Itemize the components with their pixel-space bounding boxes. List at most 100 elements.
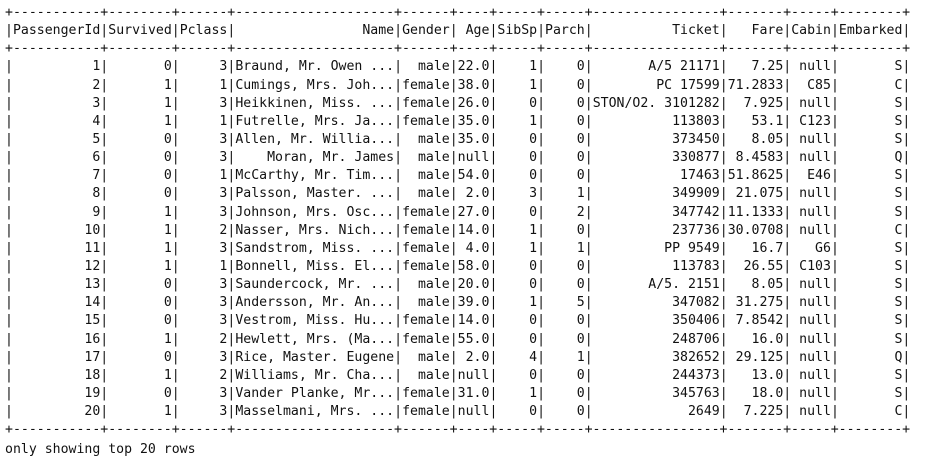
column-divider: | [449,23,458,39]
table-cell: 330877 [592,150,720,166]
table-cell: 71.2833 [727,77,784,93]
column-divider: | [171,385,180,401]
table-cell: 1 [179,77,228,93]
column-divider: | [537,240,546,256]
column-divider: | [100,222,109,238]
table-cell: 18.0 [727,385,784,401]
table-row: | 7| 0| 1|McCarthy, Mr. Tim...| male|54.… [5,167,932,185]
table-cell: 4 [12,113,101,129]
column-divider: | [830,113,839,129]
table-cell: 5 [545,295,585,311]
table-cell: 35.0 [457,113,490,129]
table-cell: Nasser, Mrs. Nich... [235,222,395,238]
table-cell: 1 [108,113,172,129]
column-divider: | [5,367,13,383]
column-divider: | [227,258,236,274]
table-cell: 35.0 [457,131,490,147]
table-cell: female [402,113,450,129]
column-divider: | [489,331,498,347]
table-cell: 3 [179,313,228,329]
column-divider: | [227,331,236,347]
column-divider: | [449,168,458,184]
column-divider: | [227,186,236,202]
column-divider: | [902,131,911,147]
table-cell: 26.55 [727,258,784,274]
table-cell: 2 [179,331,228,347]
table-row: | 11| 1| 3|Sandstrom, Miss. ...|female| … [5,240,932,258]
column-divider: | [5,168,13,184]
table-row: | 3| 1| 3|Heikkinen, Miss. ...|female|26… [5,95,932,113]
header-cell: SibSp [497,23,538,39]
table-cell: S [838,168,903,184]
column-divider: | [394,385,403,401]
column-divider: | [5,113,13,129]
column-divider: | [584,367,593,383]
column-divider: | [227,131,236,147]
table-cell: null [791,222,831,238]
table-cell: 382652 [592,349,720,365]
column-divider: | [902,150,911,166]
table-cell: Allen, Mr. Willia... [235,131,395,147]
table-cell: 244373 [592,367,720,383]
table-row: | 12| 1| 1|Bonnell, Miss. El...|female|5… [5,258,932,276]
table-row: | 5| 0| 3|Allen, Mr. Willia...| male|35.… [5,131,932,149]
column-divider: | [537,23,546,39]
column-divider: | [783,150,792,166]
column-divider: | [100,404,109,420]
table-cell: 7.25 [727,59,784,75]
column-divider: | [394,331,403,347]
column-divider: | [5,95,13,111]
column-divider: | [449,204,458,220]
table-cell: S [838,295,903,311]
column-divider: | [171,258,180,274]
column-divider: | [5,295,13,311]
column-divider: | [783,77,792,93]
table-cell: 237736 [592,222,720,238]
table-cell: 1 [108,404,172,420]
table-row: | 4| 1| 1|Futrelle, Mrs. Ja...|female|35… [5,113,932,131]
column-divider: | [227,77,236,93]
table-cell: 0 [108,186,172,202]
column-divider: | [489,313,498,329]
table-cell: 11 [12,240,101,256]
column-divider: | [449,385,458,401]
table-cell: null [791,404,831,420]
header-cell: Gender [402,23,450,39]
column-divider: | [489,204,498,220]
column-divider: | [489,222,498,238]
column-divider: | [719,404,728,420]
table-cell: female [402,313,450,329]
column-divider: | [902,77,911,93]
column-divider: | [394,349,403,365]
column-divider: | [394,113,403,129]
column-divider: | [171,277,180,293]
table-cell: 0 [108,168,172,184]
table-cell: 16.0 [727,331,784,347]
column-divider: | [100,295,109,311]
table-cell: 8 [12,186,101,202]
column-divider: | [100,113,109,129]
column-divider: | [449,240,458,256]
column-divider: | [449,331,458,347]
header-cell: Fare [727,23,784,39]
column-divider: | [537,222,546,238]
column-divider: | [489,77,498,93]
column-divider: | [449,150,458,166]
column-divider: | [489,131,498,147]
table-cell: 1 [108,331,172,347]
table-cell: 2 [179,222,228,238]
table-cell: 113803 [592,113,720,129]
column-divider: | [537,204,546,220]
column-divider: | [449,295,458,311]
column-divider: | [227,404,236,420]
column-divider: | [584,331,593,347]
table-cell: 1 [545,186,585,202]
column-divider: | [537,277,546,293]
table-cell: 3 [179,385,228,401]
table-cell: A/5 21171 [592,59,720,75]
table-row: | 13| 0| 3|Saundercock, Mr. ...| male|20… [5,276,932,294]
table-row: | 9| 1| 3|Johnson, Mrs. Osc...|female|27… [5,204,932,222]
column-divider: | [537,295,546,311]
table-cell: 22.0 [457,59,490,75]
table-cell: 1 [545,240,585,256]
